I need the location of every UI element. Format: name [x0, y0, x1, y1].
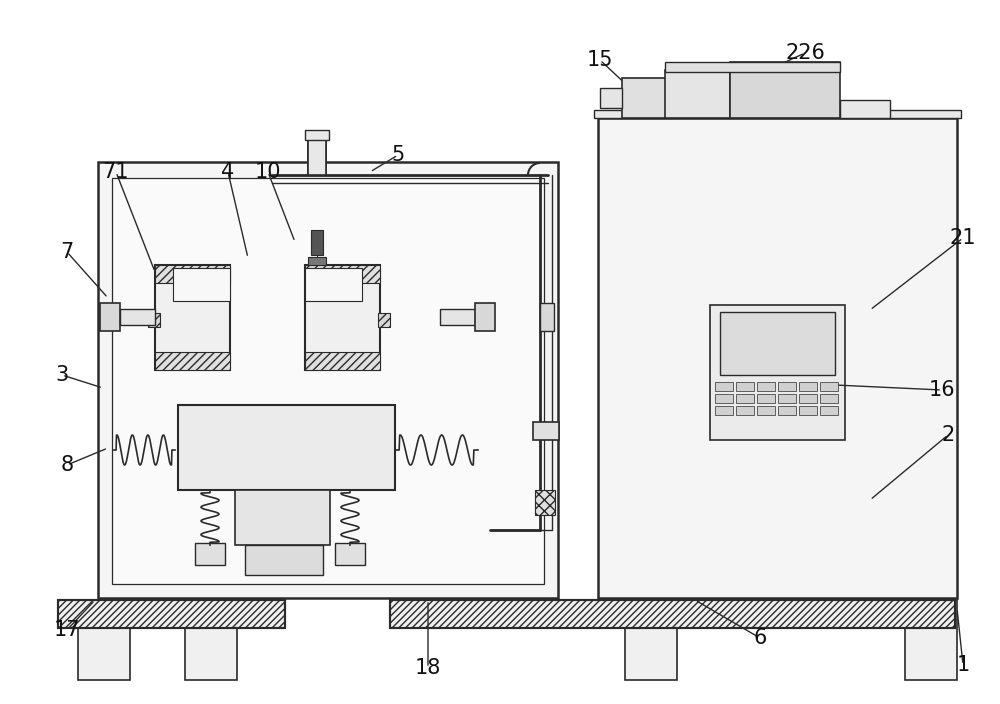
Bar	[820, 382, 838, 391]
Bar	[736, 406, 754, 415]
Bar	[533, 422, 559, 440]
Bar	[730, 62, 840, 118]
Bar	[778, 406, 796, 415]
Bar	[736, 382, 754, 391]
Bar	[799, 406, 817, 415]
Bar	[600, 88, 622, 108]
Bar	[308, 137, 326, 175]
Text: 21: 21	[950, 228, 976, 248]
Bar	[757, 406, 775, 415]
Text: 16: 16	[929, 380, 955, 400]
Bar	[778, 394, 796, 403]
Bar	[622, 78, 666, 118]
Bar	[173, 268, 230, 301]
Bar	[820, 406, 838, 415]
Bar	[235, 490, 330, 545]
Bar	[594, 110, 961, 118]
Bar	[185, 628, 237, 680]
Bar	[820, 394, 838, 403]
Text: 3: 3	[55, 365, 69, 385]
Text: 15: 15	[587, 50, 613, 70]
Bar	[624, 80, 664, 115]
Bar	[390, 600, 955, 628]
Bar	[305, 265, 380, 370]
Bar	[665, 70, 730, 118]
Bar	[378, 313, 390, 327]
Bar	[390, 600, 955, 628]
Bar	[120, 309, 155, 325]
Bar	[178, 405, 395, 490]
Bar	[335, 543, 365, 565]
Text: 6: 6	[753, 628, 767, 648]
Bar	[475, 303, 495, 331]
Bar	[58, 600, 285, 628]
Bar	[665, 62, 840, 72]
Bar	[148, 313, 160, 327]
Bar	[736, 394, 754, 403]
Bar	[195, 543, 225, 565]
Bar	[305, 265, 380, 283]
Bar	[78, 628, 130, 680]
Bar	[100, 303, 120, 331]
Text: 71: 71	[103, 162, 129, 182]
Bar	[440, 309, 475, 325]
Text: 2: 2	[941, 425, 955, 445]
Text: 10: 10	[255, 162, 281, 182]
Bar	[905, 600, 957, 680]
Bar	[305, 268, 362, 301]
Text: 17: 17	[54, 620, 80, 640]
Bar	[757, 394, 775, 403]
Bar	[535, 490, 555, 515]
Bar	[155, 265, 230, 283]
Bar	[715, 382, 733, 391]
Text: 18: 18	[415, 658, 441, 678]
Text: 4: 4	[221, 162, 235, 182]
Bar	[311, 230, 323, 255]
Bar	[715, 394, 733, 403]
Text: 7: 7	[60, 242, 74, 262]
Bar	[155, 265, 230, 370]
Bar	[778, 382, 796, 391]
Text: 8: 8	[60, 455, 74, 475]
Bar	[308, 257, 326, 265]
Bar	[720, 312, 835, 375]
Bar	[799, 382, 817, 391]
Bar	[625, 600, 677, 680]
Text: 1: 1	[956, 655, 970, 675]
Bar	[305, 130, 329, 140]
Bar	[155, 352, 230, 370]
Text: 226: 226	[785, 43, 825, 63]
Bar	[799, 394, 817, 403]
Bar	[305, 352, 380, 370]
Bar	[598, 118, 957, 598]
Bar	[757, 382, 775, 391]
Bar	[715, 406, 733, 415]
Bar	[112, 178, 544, 584]
Bar	[710, 305, 845, 440]
Text: 5: 5	[391, 145, 405, 165]
Bar	[840, 100, 890, 118]
Bar	[540, 303, 554, 331]
Bar	[98, 162, 558, 598]
Bar	[58, 600, 285, 628]
Bar	[245, 545, 323, 575]
